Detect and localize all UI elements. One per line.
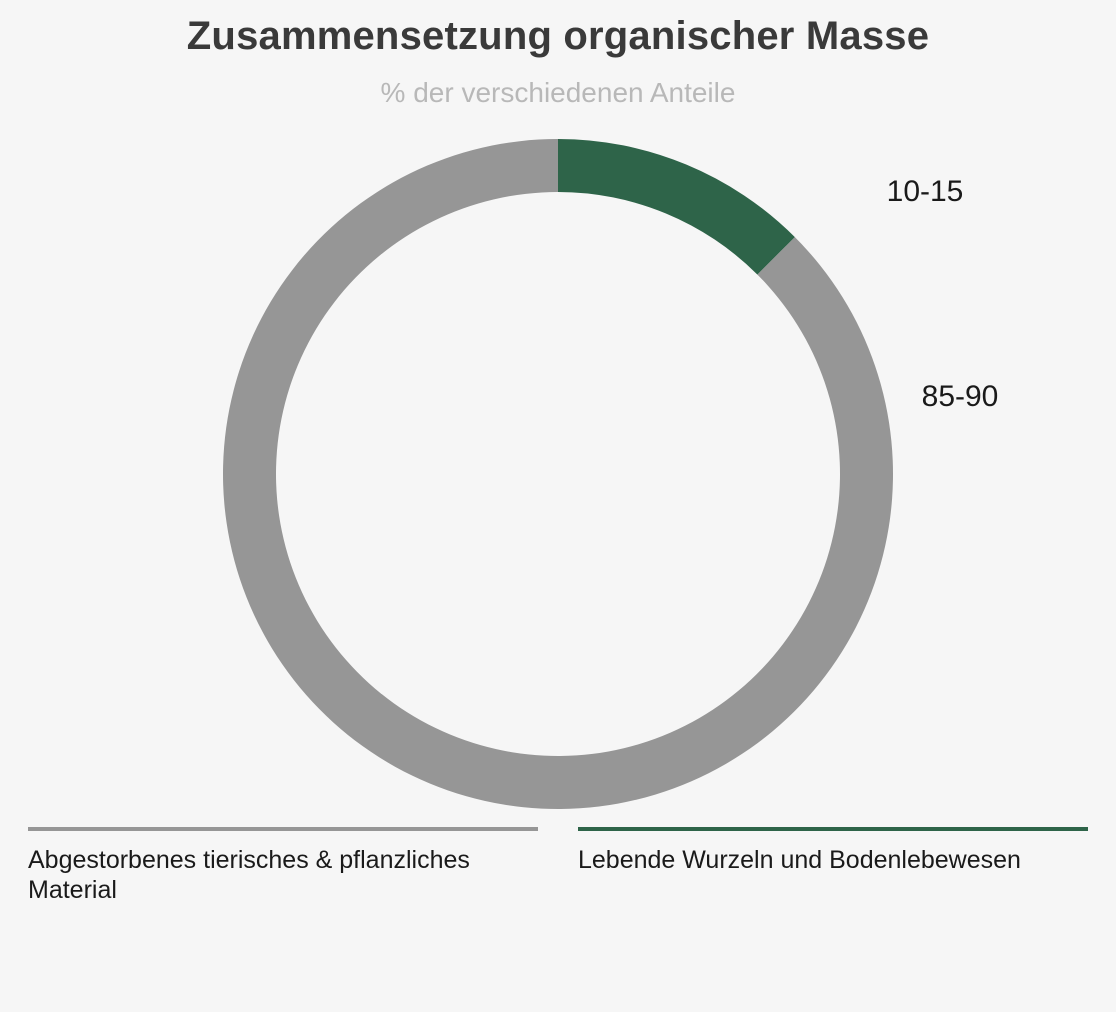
legend-item-0: Abgestorbenes tierisches & pflanzliches … bbox=[28, 827, 538, 905]
donut-slice-1 bbox=[223, 139, 893, 809]
slice-label-1: 85-90 bbox=[922, 380, 999, 414]
chart-subtitle: % der verschiedenen Anteile bbox=[0, 77, 1116, 109]
chart-title: Zusammensetzung organischer Masse bbox=[0, 0, 1116, 59]
legend-label-0: Abgestorbenes tierisches & pflanzliches … bbox=[28, 845, 538, 905]
donut-chart bbox=[0, 129, 1116, 819]
legend-swatch-0 bbox=[28, 827, 538, 831]
legend-item-1: Lebende Wurzeln und Bodenlebewesen bbox=[578, 827, 1088, 905]
donut-slice-0 bbox=[558, 139, 795, 275]
chart-legend: Abgestorbenes tierisches & pflanzliches … bbox=[0, 827, 1116, 905]
donut-svg bbox=[213, 129, 903, 819]
legend-swatch-1 bbox=[578, 827, 1088, 831]
legend-label-1: Lebende Wurzeln und Bodenlebewesen bbox=[578, 845, 1088, 875]
slice-label-0: 10-15 bbox=[887, 175, 964, 209]
